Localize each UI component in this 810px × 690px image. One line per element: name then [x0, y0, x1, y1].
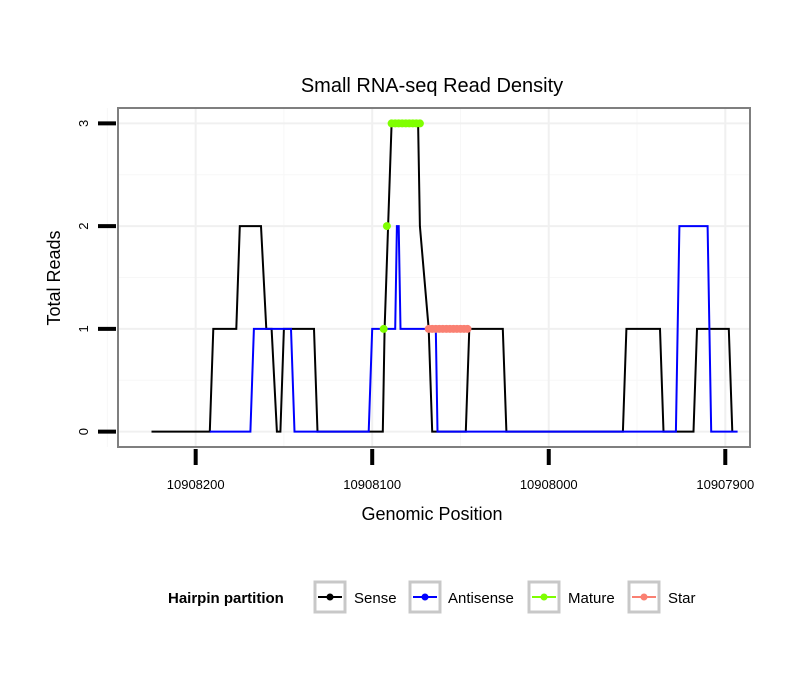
x-tick-label: 10908200 — [167, 477, 225, 492]
y-tick-label: 0 — [76, 428, 91, 435]
point-mature — [415, 119, 424, 128]
legend-item-antisense: Antisense — [408, 580, 514, 614]
x-tick-label: 10907900 — [696, 477, 754, 492]
legend-dot-star — [640, 593, 648, 601]
legend-item-mature: Mature — [527, 580, 615, 614]
y-tick-label: 2 — [76, 223, 91, 230]
legend-dot-mature — [540, 593, 548, 601]
y-axis-label: Total Reads — [44, 230, 64, 325]
series-points — [379, 119, 472, 333]
plot-border — [117, 107, 751, 448]
legend-label-sense: Sense — [354, 590, 397, 607]
x-tick-label: 10908000 — [520, 477, 578, 492]
series-lines — [151, 122, 738, 433]
point-mature — [379, 324, 388, 333]
point-mature — [382, 222, 391, 231]
legend-item-star: Star — [627, 580, 696, 614]
x-axis-label: Genomic Position — [361, 504, 502, 524]
legend: Hairpin partition Sense Antisense Mature… — [168, 580, 696, 614]
series-line-antisense — [209, 225, 738, 433]
plot-panel — [106, 107, 751, 448]
legend-label-star: Star — [668, 590, 696, 607]
y-tick-label: 3 — [76, 120, 91, 127]
legend-dot-antisense — [421, 593, 429, 601]
x-axis: 10908200 10908100 10908000 10907900 — [167, 449, 754, 492]
legend-label-antisense: Antisense — [448, 590, 514, 607]
x-tick-label: 10908100 — [343, 477, 401, 492]
grid-lines — [106, 108, 750, 447]
series-line-sense — [151, 122, 734, 433]
legend-dot-sense — [326, 593, 334, 601]
legend-title: Hairpin partition — [168, 590, 284, 607]
legend-item-sense: Sense — [313, 580, 397, 614]
y-tick-label: 1 — [76, 325, 91, 332]
point-star — [463, 324, 472, 333]
y-axis: 0 1 2 3 — [76, 120, 116, 435]
legend-label-mature: Mature — [568, 590, 615, 607]
chart-title: Small RNA-seq Read Density — [301, 75, 563, 97]
